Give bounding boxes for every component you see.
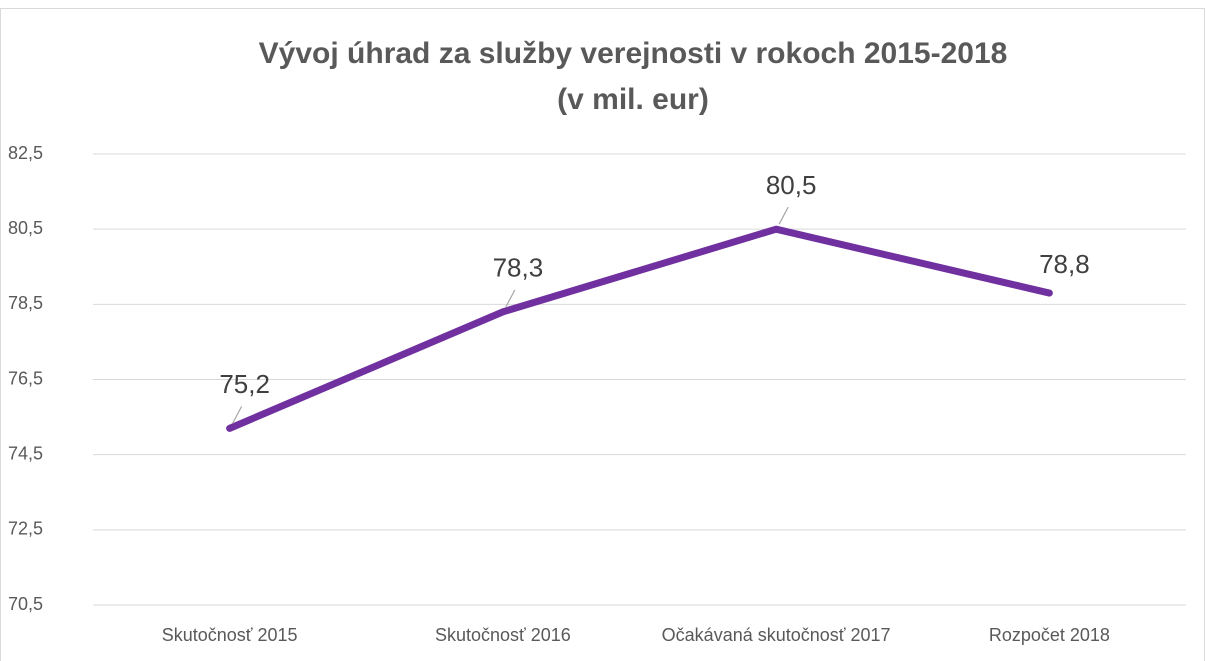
- x-tick-label: Skutočnosť 2016: [435, 625, 571, 645]
- y-tick-label: 78,5: [8, 293, 43, 313]
- y-tick-label: 82,5: [8, 143, 43, 163]
- data-label: 78,8: [1039, 249, 1090, 279]
- leader-line: [778, 206, 789, 225]
- y-tick-label: 72,5: [8, 519, 43, 539]
- x-tick-label: Očakávaná skutočnosť 2017: [662, 625, 891, 645]
- leader-line: [232, 406, 243, 424]
- x-tick-label: Rozpočet 2018: [989, 625, 1110, 645]
- y-tick-label: 76,5: [8, 368, 43, 388]
- chart-title: Vývoj úhrad za služby verejnosti v rokoc…: [259, 37, 1008, 70]
- data-line: [226, 225, 1053, 432]
- data-label: 80,5: [766, 170, 817, 200]
- x-tick-label: Skutočnosť 2015: [162, 625, 298, 645]
- chart-border: [0, 8, 1205, 661]
- y-tick-label: 74,5: [8, 443, 43, 463]
- y-tick-label: 70,5: [8, 594, 43, 614]
- data-label: 78,3: [493, 253, 544, 283]
- data-label: 75,2: [219, 369, 270, 399]
- chart-subtitle: (v mil. eur): [557, 83, 709, 116]
- y-tick-label: 80,5: [8, 218, 43, 238]
- leader-line: [505, 289, 516, 308]
